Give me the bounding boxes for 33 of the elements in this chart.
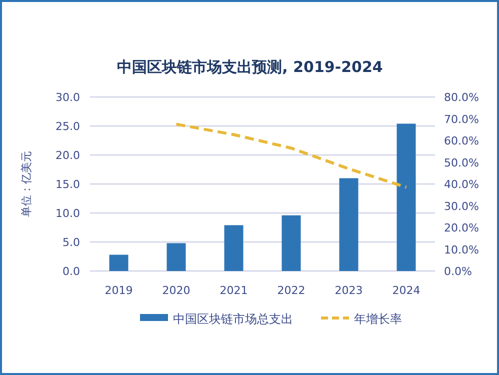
y2-tick-label: 40.0%	[444, 178, 479, 191]
x-tick-label: 2021	[220, 284, 248, 297]
y-axis-title: 单位：亿美元	[20, 151, 33, 217]
y2-tick-label: 60.0%	[444, 134, 479, 148]
x-tick-label: 2022	[277, 284, 306, 297]
line-series	[174, 122, 408, 189]
x-tick-label: 2020	[162, 284, 190, 297]
y-tick-label: 20.0	[56, 149, 80, 162]
bar	[224, 225, 244, 271]
y-tick-label: 30.0	[56, 91, 80, 104]
y2-tick-label: 10.0%	[444, 243, 479, 256]
y-tick-label: 25.0	[56, 120, 80, 133]
bar	[339, 178, 358, 271]
x-tick-label: 2019	[104, 284, 133, 297]
bar	[396, 124, 416, 271]
y2-tick-label: 70.0%	[444, 112, 479, 126]
legend-label: 中国区块链市场总支出	[173, 312, 293, 326]
x-tick-label: 2024	[392, 284, 420, 297]
y-tick-label: 10.0	[56, 207, 80, 220]
y2-tick-label: 30.0%	[444, 200, 479, 213]
y-tick-label: 15.0	[56, 178, 80, 191]
legend-label: 年增长率	[354, 312, 402, 326]
bar	[282, 215, 301, 271]
bar	[109, 254, 128, 271]
y-tick-label: 5.0	[62, 236, 80, 249]
y2-tick-label: 80.0%	[444, 91, 479, 104]
bar	[166, 243, 186, 271]
y-tick-label: 0.0	[62, 265, 80, 278]
y2-tick-label: 0.0%	[444, 265, 472, 278]
y2-tick-label: 20.0%	[444, 222, 479, 234]
x-tick-label: 2023	[334, 284, 363, 297]
chart-title: 中国区块链市场支出预测, 2019-2024	[117, 58, 383, 76]
y2-tick-label: 50.0%	[444, 156, 479, 170]
